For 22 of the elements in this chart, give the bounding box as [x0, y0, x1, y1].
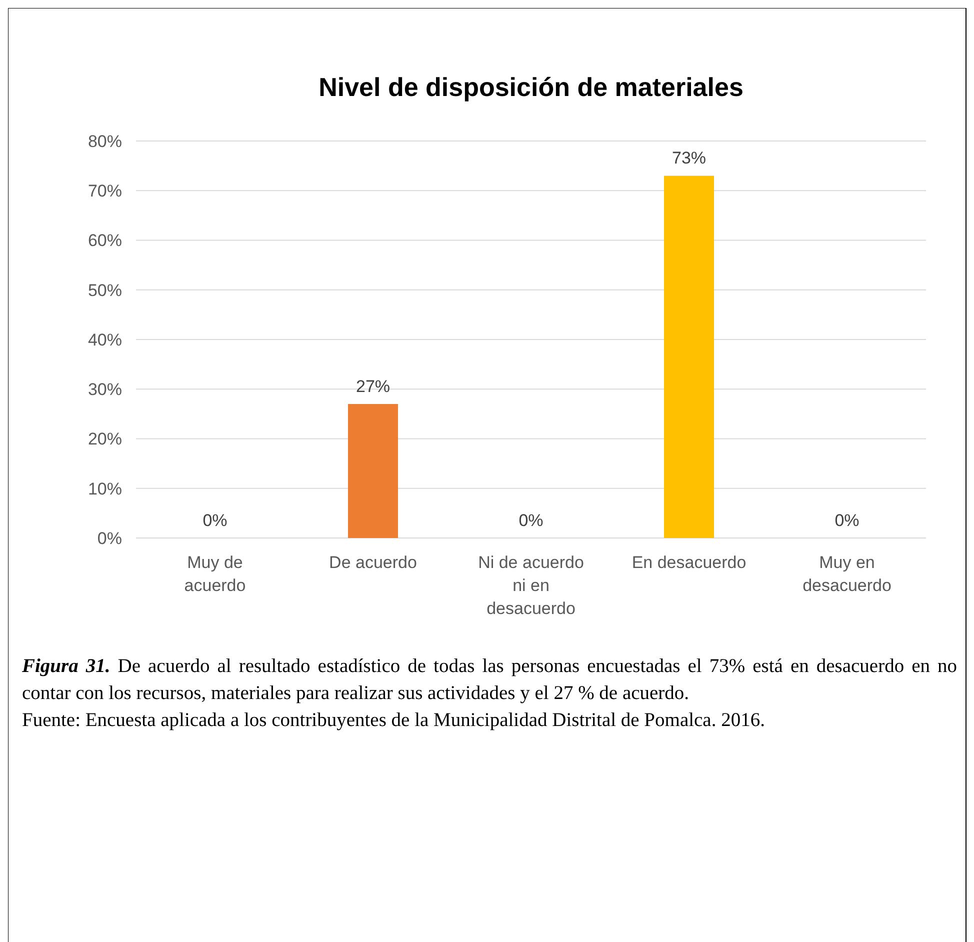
x-tick-label: De acuerdo: [329, 553, 417, 572]
chart-title: Nivel de disposición de materiales: [318, 72, 744, 102]
x-tick-label: Muy en desacuerdo: [802, 553, 892, 595]
y-tick-label: 20%: [88, 430, 122, 449]
data-label: 0%: [202, 511, 228, 530]
data-label: 0%: [834, 511, 860, 530]
x-tick-label: En desacuerdo: [632, 553, 746, 572]
y-tick-label: 50%: [88, 280, 122, 300]
data-label: 27%: [356, 377, 390, 396]
y-tick-label: 70%: [88, 182, 122, 201]
y-tick-label: 30%: [88, 380, 122, 400]
data-label: 0%: [518, 511, 544, 530]
y-tick-label: 60%: [88, 231, 122, 250]
text: Figura 31. De acuerdo al resultado estadístico de todas las personas encuestadas el 73% está en desacuerdo en no contar con los recursos, materiales para realizar sus actividades y el 27 % de acuerdo.: [22, 655, 957, 706]
data-label: 73%: [672, 148, 706, 168]
source-note: Fuente: Encuesta aplicada a los contribuyentes de la Municipalidad Distrital de Pomalca. 2016.: [22, 709, 766, 733]
x-tick-label: Muy de acuerdo: [184, 553, 246, 595]
y-tick-label: 80%: [88, 132, 122, 151]
x-tick-label: Ni de acuerdo ni en desacuerdo: [478, 553, 584, 618]
y-tick-label: 40%: [88, 330, 122, 350]
y-tick-label: 0%: [97, 528, 122, 548]
y-tick-label: 10%: [88, 479, 122, 498]
